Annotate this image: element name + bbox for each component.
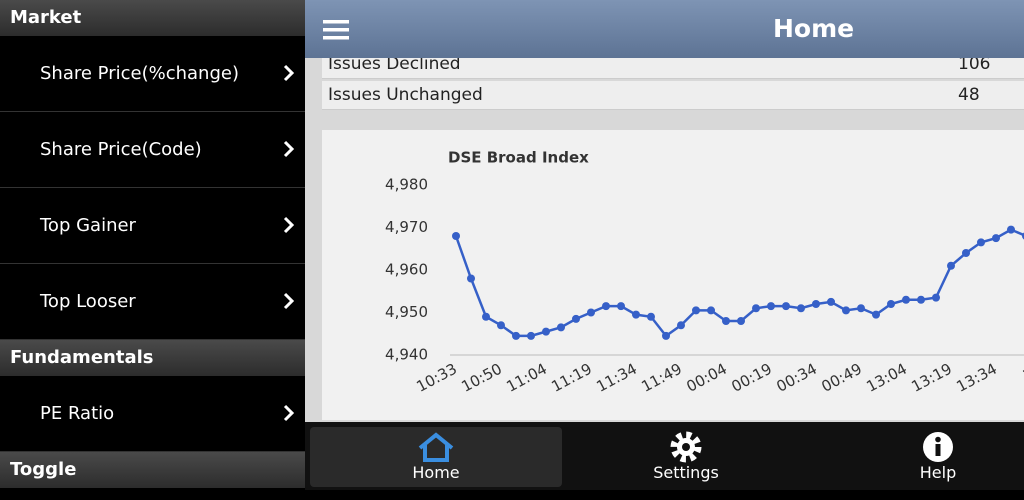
point [617, 302, 625, 311]
point [902, 295, 910, 304]
point [512, 331, 520, 340]
x-tick-label: 11:19 [548, 360, 595, 396]
point [812, 300, 820, 308]
main-panel: Issues Declined 106 Issues Unchanged 48 Ho… [305, 0, 1024, 422]
line [454, 228, 1024, 338]
settings-icon [670, 431, 702, 463]
tab-label: Settings [653, 463, 719, 482]
point [662, 331, 670, 340]
y-tick-label: 4,980 [385, 176, 428, 194]
home-icon [418, 432, 454, 462]
point [962, 249, 970, 257]
point [527, 331, 535, 340]
cell: Issues Unchanged [328, 85, 483, 105]
menu-label: Top Gainer [40, 215, 136, 236]
y-tick-label: 4,960 [385, 261, 428, 279]
cell: Issues Declined [328, 54, 461, 74]
point [797, 304, 805, 313]
point [782, 302, 790, 311]
menu-label: Share Price(Code) [40, 139, 202, 160]
tab[interactable]: Help [812, 427, 1024, 487]
menu-label: PE Ratio [40, 403, 115, 424]
menu-item[interactable]: Top Looser [0, 264, 305, 340]
point [587, 308, 595, 317]
point [752, 304, 760, 313]
chevron [283, 64, 295, 82]
menu-label: Share Price(%change) [40, 63, 239, 84]
point [647, 312, 655, 321]
header: Home [305, 0, 1024, 58]
point [467, 274, 475, 283]
chevron [283, 216, 295, 234]
chart: DSE Broad Index 4,940 4,950 4,960 4,970 4,98… [322, 130, 1024, 420]
menu-button[interactable] [323, 20, 349, 40]
x-tick-label: 11:34 [593, 360, 640, 396]
point [482, 312, 490, 321]
header-title: Home [773, 14, 855, 43]
section-header: Market [0, 0, 305, 36]
chevron [283, 140, 295, 158]
point [1007, 225, 1015, 234]
chart-title: DSE Broad Index [448, 149, 589, 167]
point [542, 327, 550, 336]
x-tick-label: 00:04 [683, 360, 730, 396]
point [692, 306, 700, 315]
x-tick-label: 13:04 [863, 360, 910, 396]
help-icon [923, 432, 953, 462]
point [572, 314, 580, 323]
point [887, 300, 895, 308]
x-tick-label: 11:49 [638, 360, 685, 396]
point [602, 302, 610, 311]
x-tick-label: 13:34 [953, 360, 1000, 396]
point [992, 234, 1000, 243]
chevron [283, 404, 295, 422]
tab[interactable]: Home [310, 427, 562, 487]
tab-label: Home [412, 463, 460, 482]
point [497, 321, 505, 330]
point [452, 232, 460, 240]
point [827, 297, 835, 306]
point [947, 261, 955, 270]
x-tick-label: 00:49 [818, 360, 865, 396]
y-tick-label: 4,950 [385, 303, 428, 321]
point [722, 317, 730, 325]
point [977, 238, 985, 247]
chevron [283, 292, 295, 310]
point [737, 317, 745, 325]
x-tick-label: 13 [1020, 360, 1024, 385]
menu-label: Top Looser [40, 291, 136, 312]
x-tick-label: 00:34 [773, 360, 820, 396]
tab[interactable]: Settings [560, 427, 812, 487]
point [932, 293, 940, 302]
x-tick-label: 13:19 [908, 360, 955, 396]
section-header: Toggle [0, 452, 305, 488]
x-tick-label: 11:04 [503, 360, 550, 396]
menu-item[interactable]: Share Price(Code) [0, 112, 305, 188]
point [917, 295, 925, 304]
point [632, 310, 640, 319]
cell: 48 [958, 85, 980, 105]
y-tick-label: 4,970 [385, 218, 428, 236]
point [857, 304, 865, 313]
point [707, 306, 715, 315]
point [842, 306, 850, 315]
x-tick-label: 10:33 [413, 360, 460, 396]
menu-item[interactable]: Top Gainer [0, 188, 305, 264]
point [767, 302, 775, 311]
point [677, 321, 685, 330]
tab-label: Help [919, 463, 957, 482]
x-tick-label: 10:50 [458, 360, 505, 396]
x-tick-label: 00:19 [728, 360, 775, 396]
menu-item[interactable]: PE Ratio [0, 376, 305, 452]
menu-item[interactable]: Share Price(%change) [0, 36, 305, 112]
sidebar: Market Share Price(%change) Share Price(Co… [0, 0, 305, 490]
cell: 106 [958, 54, 991, 74]
point [557, 323, 565, 332]
section-header: Fundamentals [0, 340, 305, 376]
tab-bar: Home Settings Help [305, 422, 1024, 490]
point [872, 310, 880, 319]
table-row: Issues Unchanged 48 [322, 81, 1024, 110]
y-tick-label: 4,940 [385, 346, 428, 364]
